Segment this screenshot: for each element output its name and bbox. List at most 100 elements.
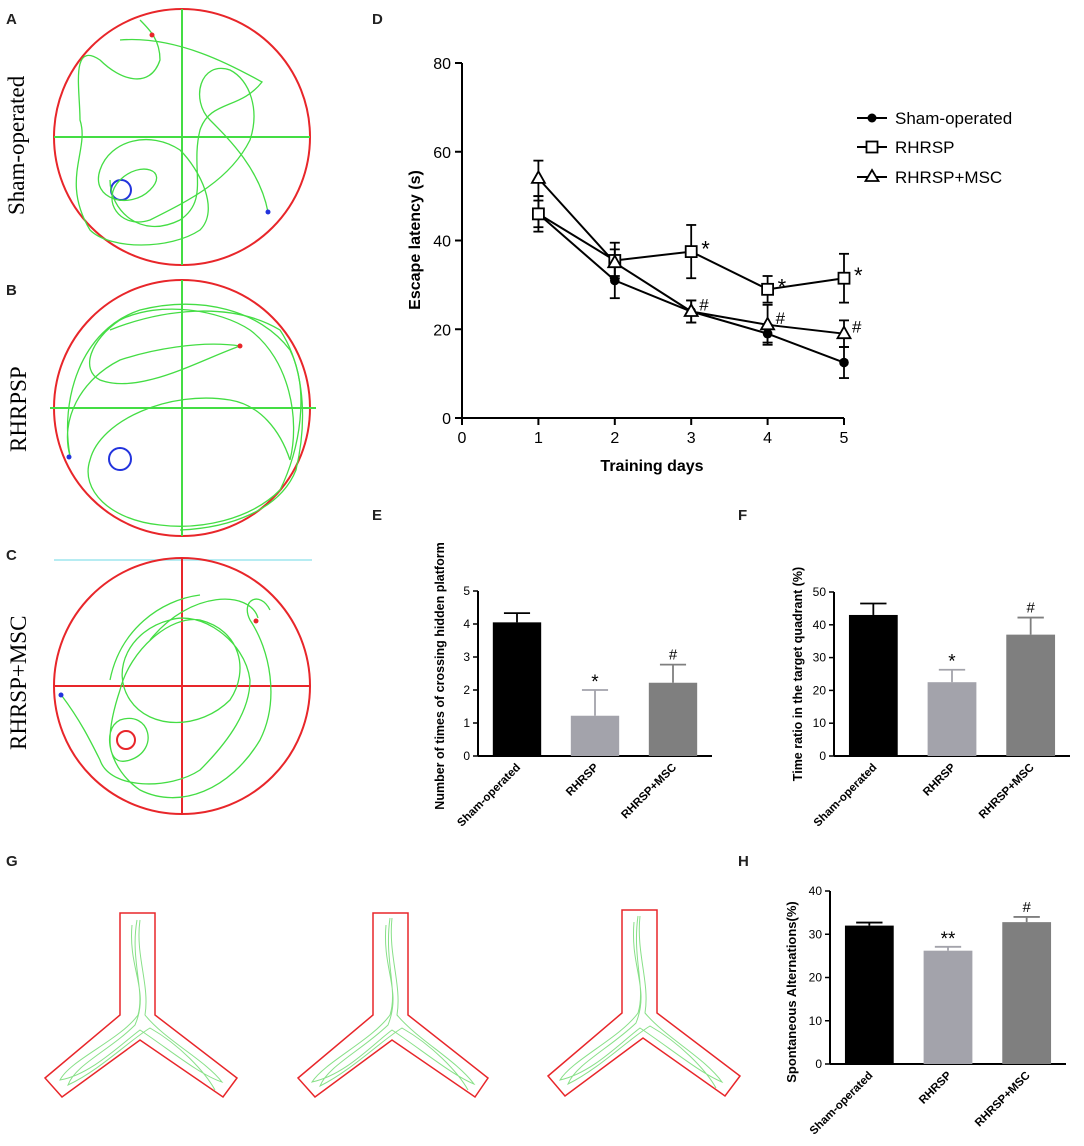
legend-label: RHRSP+MSC [895,168,1002,187]
swim-path-2 [109,310,304,531]
x-tick-label: RHRSP+MSC [619,762,679,822]
maze-outline [43,912,239,1099]
line-chart-escape-latency: Escape latency (s) Training days Sham-op… [407,56,1012,475]
bar-rhrsp [570,715,620,756]
data-point-triangle [835,324,853,340]
maze-outline [546,909,742,1098]
significance-mark: # [776,309,786,328]
y-tick-label: 3 [463,650,470,664]
bar-sham-operated [492,622,542,756]
bar-chart-spontaneous-alternations: Spontaneous Alternations(%) 0 10 20 30 40 Sha… [784,884,1066,1137]
swim-path-2 [109,594,259,681]
y-tick-label: 40 [433,234,451,251]
platform-ring [116,730,136,750]
group-label-sham: Sham-operated [4,75,29,215]
y-maze-msc [546,909,742,1098]
x-tick-label: 0 [458,430,467,447]
data-point-triangle [606,253,623,269]
bar-rhrsp-msc [1002,922,1052,1064]
significance-mark: * [591,672,599,693]
legend-item-msc: RHRSP+MSC [857,168,1002,187]
water-maze-rhrsp: RHRPSP [6,279,316,537]
y-maze-rhrsp [296,912,490,1099]
start-dot [253,618,259,624]
start-dot [237,343,243,349]
y-maze-panels [43,909,742,1099]
significance-mark: * [948,652,956,673]
panel-label-f: F [738,507,747,524]
y-tick-label: 30 [813,651,827,665]
data-point-square [684,245,698,258]
y-tick-label: 0 [819,749,826,763]
significance-mark: # [699,296,709,315]
y-tick-label: 0 [463,749,470,763]
data-point-square [532,207,545,221]
y-tick-label: 20 [433,322,451,339]
legend-item-rhrsp: RHRSP [857,138,955,157]
y-tick-label: 40 [813,618,827,632]
track-lines [310,917,476,1091]
x-tick-label: RHRSP [564,761,601,798]
y-tick-label: 60 [433,145,451,162]
end-dot [265,209,271,215]
panel-label-c: C [6,547,17,564]
panel-label-h: H [738,853,749,870]
legend-label: Sham-operated [895,109,1012,128]
data-point-triangle [530,169,547,184]
y-tick-label: 30 [809,927,823,941]
y-axis-label: Spontaneous Alternations(%) [784,901,799,1083]
x-tick-label: RHRSP+MSC [973,1070,1033,1130]
x-tick-label: Sham-operated [455,762,523,830]
y-tick-label: 40 [809,884,823,898]
water-maze-msc: RHRSP+MSC [6,557,312,815]
x-tick-label: 4 [763,430,772,447]
panel-label-b: B [6,282,17,299]
y-tick-label: 20 [813,683,827,697]
significance-mark: # [1022,899,1031,916]
significance-mark: # [1026,600,1035,617]
track-lines [59,919,224,1091]
data-point-circle [839,357,849,368]
significance-mark: # [852,318,862,337]
bar-sham-operated [848,614,898,756]
significance-mark: ** [941,929,956,950]
x-tick-label: Sham-operated [808,1070,876,1138]
swim-path [66,303,302,527]
legend-marker [865,140,879,154]
significance-mark: * [854,263,863,288]
x-tick-label: Sham-operated [812,762,880,830]
water-maze-sham: Sham-operated [4,8,311,266]
y-tick-label: 2 [463,683,470,697]
swim-path-2 [109,38,263,227]
bar-rhrsp [923,950,973,1064]
data-point-square [761,282,774,296]
swim-path [75,19,269,246]
y-axis-label: Time ratio in the target quadrant (%) [791,567,805,781]
start-dot [149,32,155,38]
panel-label-d: D [372,11,383,28]
track-lines [558,915,724,1089]
legend-item-sham: Sham-operated [857,109,1012,128]
end-dot [58,692,64,698]
legend-marker [867,113,877,123]
bar-rhrsp-msc [648,682,698,756]
bar-rhrsp-msc [1006,634,1056,756]
y-tick-label: 50 [813,585,827,599]
maze-outline [296,912,490,1099]
y-maze-sham [43,912,239,1099]
y-tick-label: 20 [809,971,823,985]
bar-chart-crossing-platform: Number of times of crossing hidden platf… [433,542,712,829]
data-point-triangle [759,315,776,331]
legend-label: RHRSP [895,138,955,157]
y-axis-label: Number of times of crossing hidden platf… [433,542,447,809]
y-tick-label: 0 [442,411,451,428]
significance-mark: * [701,237,710,262]
data-point-square [837,271,851,285]
y-tick-label: 80 [433,56,451,73]
y-tick-label: 5 [463,584,470,598]
x-tick-label: 5 [840,430,849,447]
legend: Sham-operated RHRSP RHRSP+MSC [857,109,1012,187]
significance-mark: * [778,274,787,299]
x-tick-label: 1 [534,430,543,447]
y-axis-label: Escape latency (s) [407,170,424,310]
